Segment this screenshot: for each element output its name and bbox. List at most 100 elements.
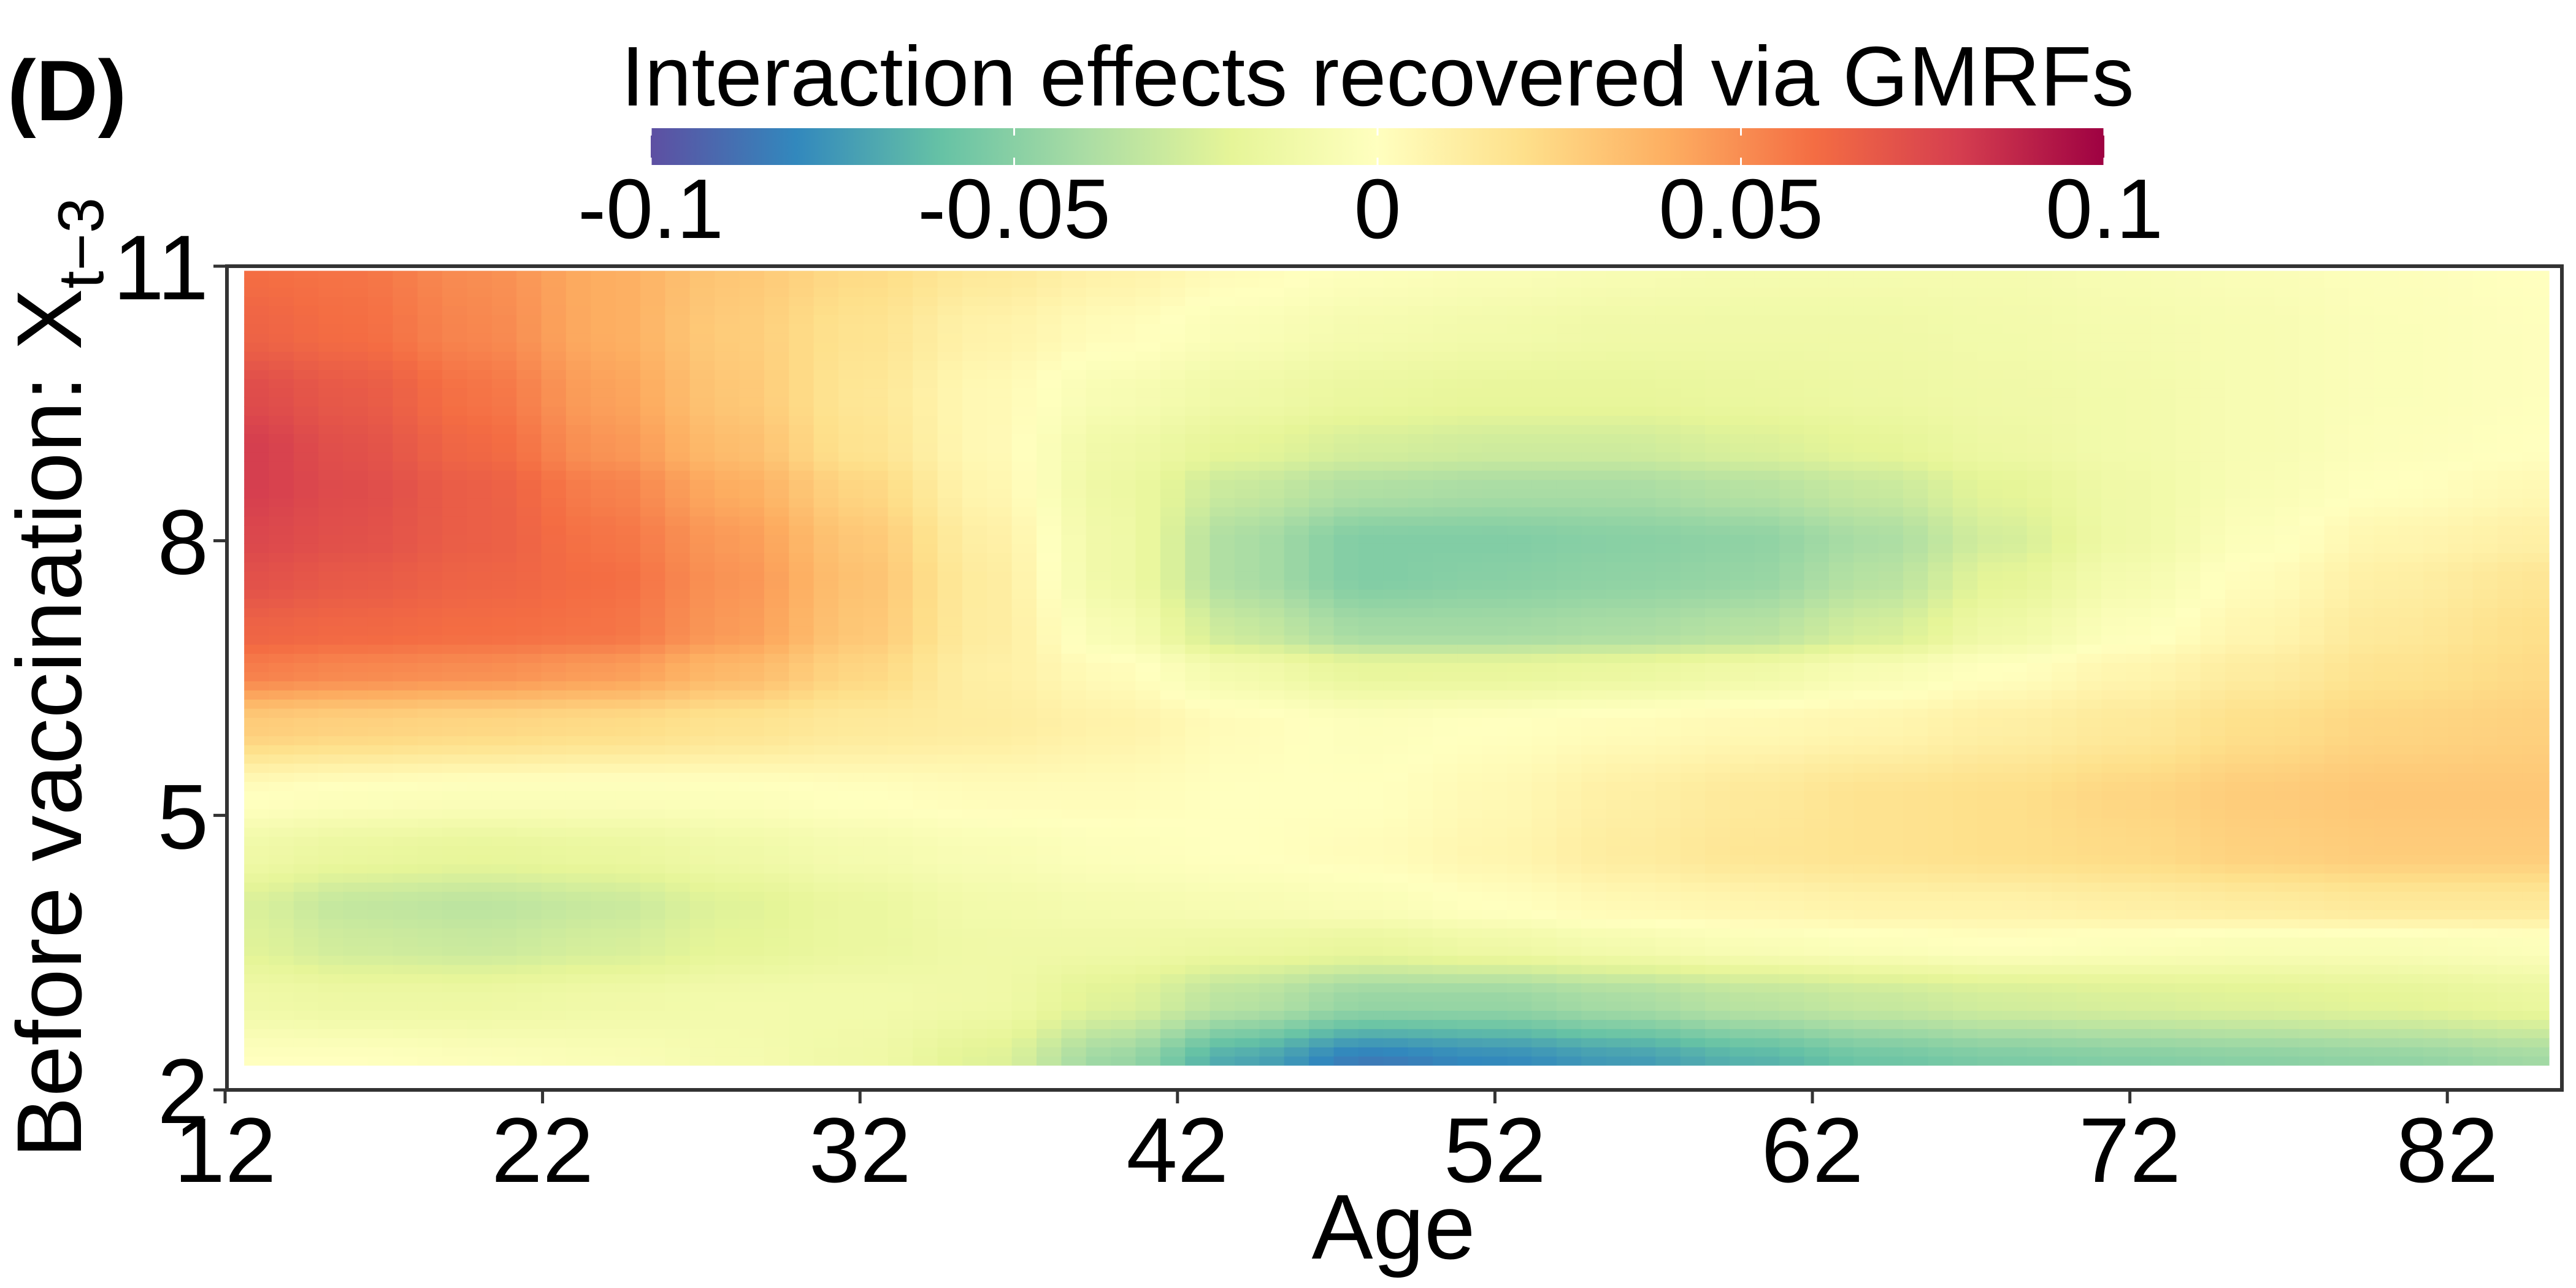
heatmap-tile — [1630, 836, 1657, 846]
heatmap-tile — [1284, 845, 1309, 856]
heatmap-tile — [1482, 689, 1508, 700]
heatmap-tile — [1680, 726, 1706, 737]
heatmap-tile — [764, 1001, 790, 1011]
heatmap-tile — [1160, 598, 1186, 608]
heatmap-tile — [2324, 964, 2350, 975]
heatmap-tile — [689, 791, 715, 800]
heatmap-tile — [665, 836, 691, 846]
heatmap-tile — [1804, 836, 1830, 846]
heatmap-tile — [937, 983, 963, 993]
heatmap-tile — [1037, 781, 1062, 791]
heatmap-tile — [1185, 689, 1211, 700]
heatmap-tile — [1383, 964, 1409, 975]
heatmap-tile — [2026, 781, 2053, 791]
heatmap-tile — [1853, 781, 1879, 791]
heatmap-tile — [1160, 635, 1186, 645]
heatmap-tile — [2299, 919, 2325, 929]
heatmap-tile — [1828, 1046, 1855, 1057]
heatmap-tile — [2250, 1056, 2275, 1066]
heatmap-tile — [2348, 992, 2374, 1002]
heatmap-tile — [987, 1037, 1013, 1048]
heatmap-tile — [1457, 735, 1483, 746]
heatmap-tile — [1482, 781, 1508, 791]
heatmap-tile — [491, 955, 517, 965]
heatmap-tile — [467, 946, 493, 956]
heatmap-tile — [1754, 882, 1780, 892]
heatmap-tile — [2497, 937, 2523, 947]
heatmap-tile — [1828, 754, 1855, 764]
heatmap-tile — [1531, 845, 1557, 856]
heatmap-tile — [739, 910, 765, 919]
heatmap-tile — [367, 919, 394, 929]
heatmap-tile — [1482, 937, 1508, 947]
heatmap-tile — [2052, 845, 2077, 856]
heatmap-tile — [1309, 598, 1335, 608]
heatmap-tile — [962, 672, 988, 681]
heatmap-tile — [937, 882, 963, 892]
heatmap-tile — [1507, 900, 1533, 910]
heatmap-tile — [2200, 927, 2226, 938]
heatmap-tile — [1482, 927, 1508, 938]
heatmap-tile — [1160, 864, 1186, 874]
heatmap-tile — [565, 589, 592, 599]
heatmap-tile — [393, 662, 418, 672]
heatmap-tile — [2052, 1056, 2077, 1066]
heatmap-tile — [2200, 882, 2226, 892]
heatmap-tile — [615, 1037, 641, 1048]
heatmap-tile — [2200, 735, 2226, 746]
heatmap-tile — [541, 717, 567, 727]
heatmap-tile — [1903, 672, 1929, 681]
heatmap-tile — [2348, 882, 2374, 892]
heatmap-tile — [442, 754, 468, 764]
heatmap-tile — [937, 681, 963, 691]
heatmap-tile — [1730, 1019, 1755, 1029]
heatmap-tile — [2374, 791, 2399, 800]
heatmap-tile — [2052, 681, 2077, 691]
heatmap-tile — [2522, 964, 2548, 975]
heatmap-tile — [813, 726, 839, 737]
heatmap-tile — [417, 937, 443, 947]
heatmap-tile — [1209, 662, 1235, 672]
heatmap-tile — [1680, 836, 1706, 846]
heatmap-tile — [393, 1056, 418, 1066]
heatmap-tile — [442, 1010, 468, 1020]
heatmap-tile — [1804, 964, 1830, 975]
heatmap-tile — [2348, 672, 2374, 681]
heatmap-tile — [665, 854, 691, 865]
heatmap-tile — [2547, 717, 2550, 727]
heatmap-tile — [640, 1010, 666, 1020]
heatmap-tile — [1209, 808, 1235, 819]
heatmap-tile — [1705, 946, 1731, 956]
heatmap-tile — [2522, 781, 2548, 791]
heatmap-tile — [838, 699, 864, 709]
heatmap-tile — [1952, 763, 1978, 773]
heatmap-tile — [541, 983, 567, 993]
heatmap-tile — [2522, 937, 2548, 947]
heatmap-tile — [1804, 644, 1830, 654]
heatmap-tile — [1086, 635, 1111, 645]
heatmap-tile — [838, 626, 864, 636]
heatmap-tile — [1209, 919, 1235, 929]
heatmap-tile — [1457, 983, 1483, 993]
heatmap-tile — [1011, 672, 1037, 681]
heatmap-tile — [887, 635, 913, 645]
heatmap-tile — [367, 717, 394, 727]
heatmap-tile — [2200, 864, 2226, 874]
heatmap-tile — [1828, 616, 1855, 627]
heatmap-tile — [2547, 873, 2550, 883]
heatmap-tile — [1779, 927, 1805, 938]
heatmap-tile — [1531, 745, 1557, 755]
heatmap-tile — [1952, 873, 1978, 883]
heatmap-tile — [1457, 836, 1483, 846]
heatmap-tile — [1333, 864, 1359, 874]
heatmap-tile — [1606, 946, 1631, 956]
heatmap-tile — [591, 580, 616, 590]
heatmap-tile — [665, 1001, 691, 1011]
heatmap-tile — [1581, 598, 1607, 608]
heatmap-tile — [863, 717, 889, 727]
heatmap-tile — [1086, 726, 1111, 737]
heatmap-tile — [937, 635, 963, 645]
heatmap-tile — [2126, 580, 2152, 590]
heatmap-tile — [937, 827, 963, 837]
heatmap-tile — [1556, 1056, 1582, 1066]
